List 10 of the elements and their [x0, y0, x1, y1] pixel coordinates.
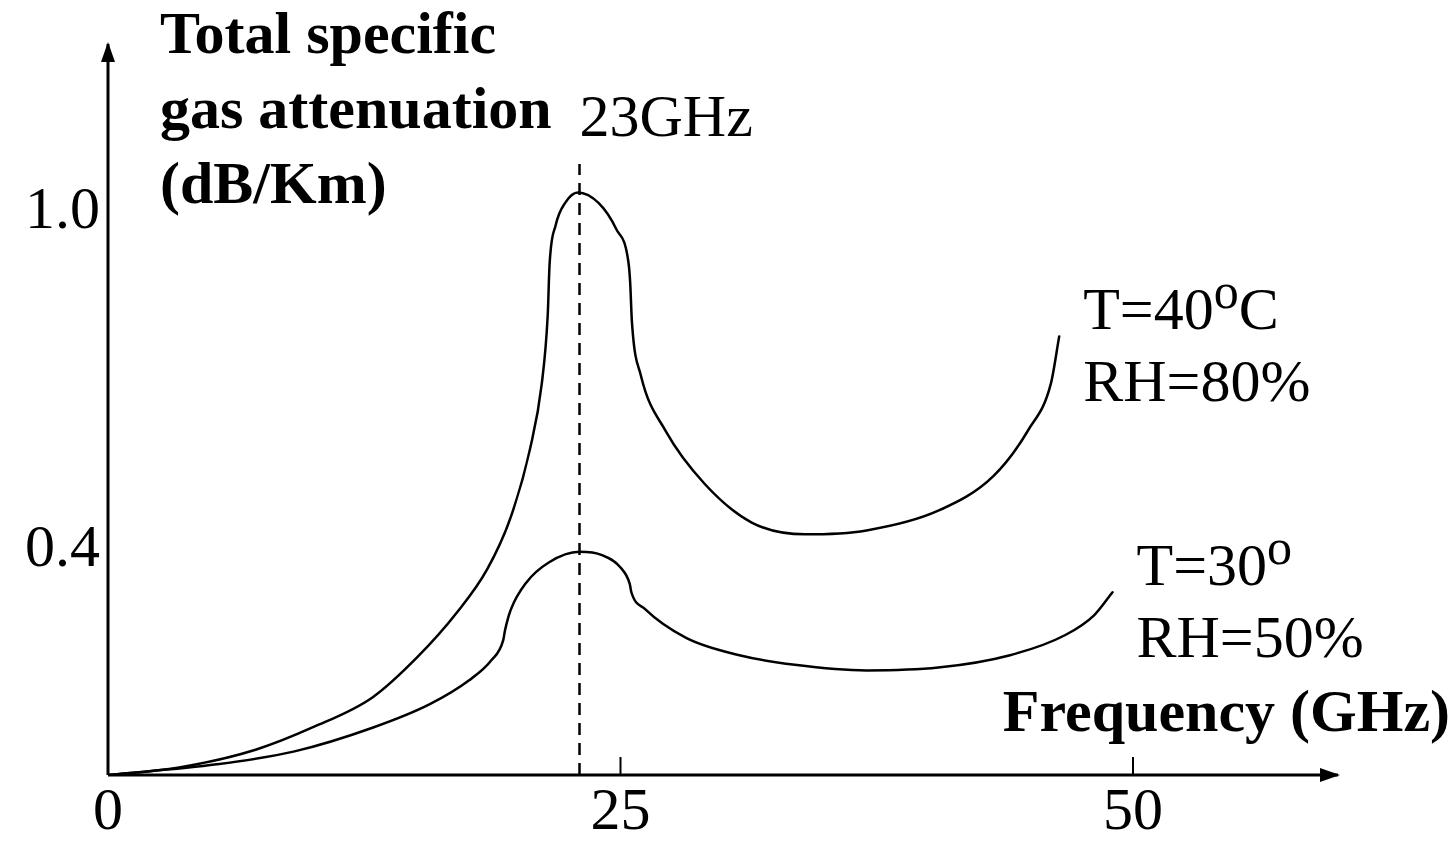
y-tick-label: 0.4	[25, 512, 100, 579]
series-label: T=30$^{o}$ RH=50%	[1136, 518, 1364, 673]
x-tick-label: 25	[590, 775, 651, 842]
x-axis-title: Frequency (GHz)	[1002, 677, 1450, 746]
x-tick-label: 0	[93, 775, 123, 842]
y-tick-label: 1.0	[25, 175, 100, 242]
x-tick-label: 50	[1103, 775, 1163, 842]
series-label: T=40$^{o}$C RH=80%	[1083, 262, 1311, 417]
y-axis-title: Total specific gas attenuation (dB/Km)	[160, 0, 553, 218]
ref-line-label: 23GHz	[579, 82, 753, 151]
